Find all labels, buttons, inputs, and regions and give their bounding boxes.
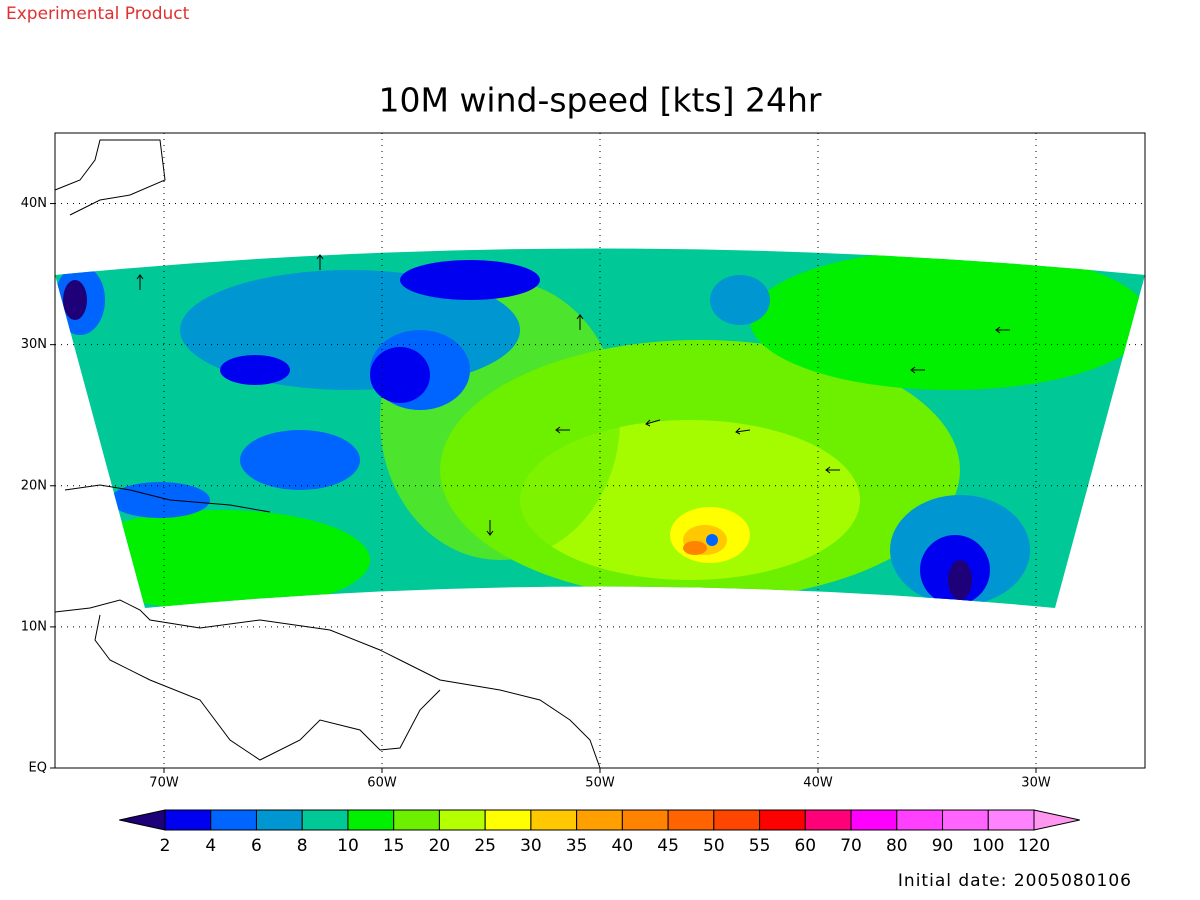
colorbar-box — [759, 809, 806, 831]
colorbar-label: 45 — [657, 836, 679, 856]
colorbar-label: 10 — [337, 836, 359, 856]
colorbar-box — [301, 809, 349, 831]
lon-tick-label: 70W — [149, 776, 179, 791]
colorbar-label: 55 — [749, 836, 771, 856]
colorbar-label: 2 — [160, 836, 171, 856]
colorbar-box — [255, 809, 303, 831]
lon-tick-label: 40W — [803, 776, 833, 791]
colorbar-box — [667, 809, 715, 831]
colorbar-box — [438, 809, 486, 831]
colorbar-box — [942, 809, 989, 831]
colorbar-box — [210, 809, 257, 831]
colorbar-label: 70 — [840, 836, 862, 856]
lat-tick-label: 30N — [21, 337, 47, 352]
lat-tick-label: EQ — [29, 761, 47, 776]
lat-tick-label: 20N — [21, 478, 47, 493]
wind-arrows — [136, 254, 1010, 536]
colorbar-label: 20 — [429, 836, 451, 856]
colorbar-label: 15 — [383, 836, 405, 856]
initial-date: Initial date: 2005080106 — [898, 871, 1132, 891]
colorbar-box — [621, 809, 669, 831]
colorbar-high-triangle — [1033, 809, 1080, 831]
coastlines — [54, 139, 601, 769]
colorbar-box — [713, 809, 761, 831]
colorbar-box — [850, 809, 898, 831]
colorbar-box — [576, 809, 623, 831]
colorbar-label: 80 — [886, 836, 908, 856]
colorbar-label: 8 — [297, 836, 308, 856]
colorbar-box — [484, 809, 532, 831]
colorbar-box — [804, 809, 852, 831]
colorbar-label: 40 — [612, 836, 634, 856]
colorbar-label: 90 — [932, 836, 954, 856]
wind-field — [55, 248, 1145, 608]
lon-tick-label: 60W — [367, 776, 397, 791]
experimental-note: Experimental Product — [6, 4, 190, 24]
colorbar-box — [393, 809, 440, 831]
colorbar-label: 60 — [794, 836, 816, 856]
colorbar-box — [896, 809, 944, 831]
lat-tick-label: 40N — [21, 196, 47, 211]
colorbar-box — [164, 809, 212, 831]
lon-tick-label: 30W — [1021, 776, 1051, 791]
map-title: 10M wind-speed [kts] 24hr — [378, 81, 821, 120]
colorbar-low-triangle — [119, 809, 166, 831]
colorbar-label: 30 — [520, 836, 542, 856]
colorbar-label: 100 — [972, 836, 1004, 856]
colorbar-label: 4 — [205, 836, 216, 856]
colorbar-label: 120 — [1018, 836, 1050, 856]
colorbar-box — [347, 809, 395, 831]
colorbar-label: 35 — [566, 836, 588, 856]
colorbar-label: 50 — [703, 836, 725, 856]
map-frame — [54, 132, 1146, 769]
colorbar-box — [987, 809, 1035, 831]
colorbar-box — [530, 809, 578, 831]
colorbar-label: 25 — [474, 836, 496, 856]
lon-tick-label: 50W — [585, 776, 615, 791]
lat-tick-label: 10N — [21, 619, 47, 634]
colorbar-label: 6 — [251, 836, 262, 856]
